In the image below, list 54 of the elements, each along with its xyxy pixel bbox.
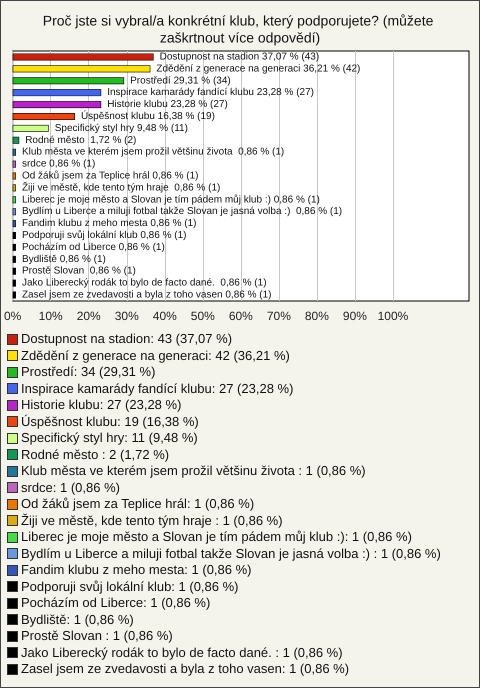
text: Pocházím od Liberce: 1 (0,86 %) <box>21 595 210 612</box>
text: Zasel jsem ze zvedavosti a byla z toho vasen: 1 (0,86 %) <box>21 661 350 678</box>
text: Podporuji svůj lokální klub: 1 (0,86 %) <box>21 578 239 595</box>
x-tick-label: 20% <box>76 309 102 323</box>
text: Klub města ve kterém jsem prožil většinu života : 1 (0,86 %) <box>21 463 366 480</box>
data-label: Bydlím u Liberce a miluji fotbal takže Slovan je jasná volba :) 0,86 % (1) <box>22 206 342 218</box>
text: srdce: 1 (0,86 %) <box>21 480 120 496</box>
data-label: srdce 0,86 % (1) <box>22 158 96 170</box>
data-label: Bydliště 0,86 % (1) <box>22 254 106 265</box>
text: Zdědění z generace na generaci: 42 (36,21 %) <box>21 348 290 364</box>
data-label: Jako Liberecký rodák to bylo de facto dané. 0,86 % (1) <box>22 278 267 289</box>
text: Dostupnost na stadion: 43 (37,07 %) <box>21 331 232 348</box>
chart-title: Proč jste si vybral/a konkrétní klub, který podporujete? (můžete zaškrtnout více odpovědí) <box>42 12 438 46</box>
x-tick-label: 100% <box>378 309 409 323</box>
data-label: Dostupnost na stadion 37,07 % (43) <box>160 51 320 62</box>
text: Jako Liberecký rodák to bylo de facto dané. : 1 (0,86 %) <box>21 644 343 661</box>
data-label: Prostě Slovan 0,86 % (1) <box>22 266 136 277</box>
text: Bydlím u Liberce a miluji fotbal takže Slovan je jasná volba :) : 1 (0,86 %) <box>21 546 441 562</box>
data-label: Klub města ve kterém jsem prožil většinu života 0,86 % (1) <box>22 146 284 158</box>
data-label: Zasel jsem ze zvedavosti a byla z toho vasen 0,86 % (1) <box>22 290 272 301</box>
text: Prostě Slovan : 1 (0,86 %) <box>21 628 173 644</box>
data-label: Specifický styl hry 9,48 % (11) <box>54 122 188 134</box>
text: Prostředí: 34 (29,31 %) <box>21 364 156 380</box>
text: Inspirace kamarády fandící klubu: 27 (23,28 %) <box>21 380 294 397</box>
x-tick-label: 70% <box>266 309 292 323</box>
data-label: Úspěšnost klubu 16,38 % (19) <box>80 110 215 122</box>
data-label: Zdědění z generace na generaci 36,21 % (42) <box>156 63 360 74</box>
data-label: Inspirace kamarády fandící klubu 23,28 % (27) <box>107 87 314 98</box>
data-label: Žiji ve městě, kde tento tým hraje 0,86 % (1) <box>22 181 220 194</box>
text: Historie klubu: 27 (23,28 %) <box>21 397 182 414</box>
x-tick-label: 80% <box>304 309 330 323</box>
data-label: Rodné město 1,72 % (2) <box>25 134 136 146</box>
x-tick-label: 0% <box>4 309 22 323</box>
data-label: Prostředí 29,31 % (34) <box>130 75 231 86</box>
text: Specifický styl hry: 11 (9,48 %) <box>21 430 198 446</box>
text: Fandim klubu z meho mesta: 1 (0,86 %) <box>21 562 252 578</box>
x-tick-label: 90% <box>342 309 368 323</box>
data-label: Fandim klubu z meho mesta 0,86 % (1) <box>22 218 196 230</box>
data-label: Podporuji svůj lokální klub 0,86 % (1) <box>22 229 186 242</box>
text: Žiji ve městě, kde tento tým hraje : 1 (0,86 %) <box>21 512 283 529</box>
data-label: Historie klubu 23,28 % (27) <box>107 99 228 110</box>
text: Bydliště: 1 (0,86 %) <box>21 612 134 628</box>
text: Liberec je moje město a Slovan je tím pádem můj klub :): 1 (0,86 %) <box>21 529 412 546</box>
data-label: Pocházím od Liberce 0,86 % (1) <box>22 242 165 253</box>
x-tick-label: 40% <box>152 309 178 323</box>
x-tick-label: 60% <box>228 309 254 323</box>
text: Úspěšnost klubu: 19 (16,38 %) <box>21 414 199 430</box>
x-tick-label: 30% <box>114 309 140 323</box>
data-label: Liberec je moje město a Slovan je tím pádem můj klub :) 0,86 % (1) <box>22 193 320 206</box>
text: Od žáků jsem za Teplice hrál: 1 (0,86 %) <box>21 496 254 512</box>
text: Rodné město : 2 (1,72 %) <box>21 446 170 463</box>
x-tick-label: 50% <box>190 309 216 323</box>
x-tick-label: 10% <box>38 309 64 323</box>
data-label: Od žáků jsem za Teplice hrál 0,86 % (1) <box>22 170 199 182</box>
